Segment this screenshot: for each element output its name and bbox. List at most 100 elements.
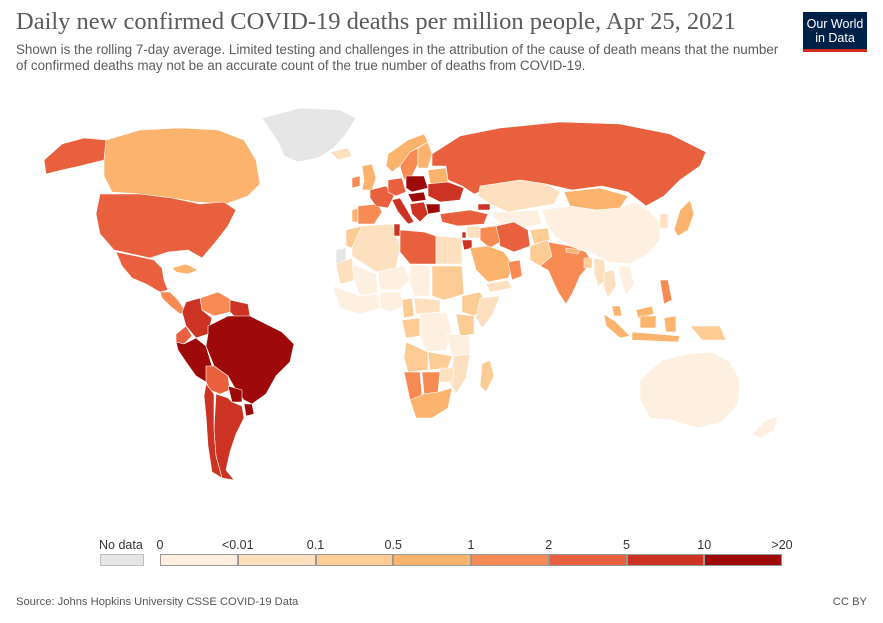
region-italy[interactable]: [391, 197, 415, 225]
region-india[interactable]: [539, 241, 593, 305]
legend-bin-2[interactable]: [237, 554, 316, 566]
region-new-zealand[interactable]: [751, 415, 779, 439]
source-note: Source: Johns Hopkins University CSSE CO…: [16, 596, 299, 608]
region-mali[interactable]: [351, 263, 379, 297]
legend-tick-label: 10: [697, 538, 712, 552]
region-angola[interactable]: [403, 341, 429, 373]
region-syria[interactable]: [465, 225, 481, 239]
region-kazakhstan[interactable]: [477, 179, 561, 213]
legend-bin-3[interactable]: [315, 554, 394, 566]
region-vietnam[interactable]: [617, 265, 635, 297]
region-australia[interactable]: [639, 351, 741, 429]
logo-line-2: in Data: [815, 31, 855, 45]
region-portugal[interactable]: [351, 207, 359, 223]
region-chad[interactable]: [409, 263, 431, 297]
region-russia[interactable]: [431, 121, 707, 207]
legend-tick-label: 0: [156, 538, 164, 552]
region-libya[interactable]: [399, 229, 437, 265]
region-ecuador[interactable]: [175, 325, 193, 345]
legend-no-data-label: No data: [99, 538, 143, 552]
region-saudi-arabia[interactable]: [469, 245, 515, 283]
region-lebanon[interactable]: [461, 231, 467, 239]
region-bulgaria[interactable]: [425, 203, 441, 215]
region-belarus[interactable]: [427, 167, 449, 185]
legend-bin-8[interactable]: [704, 554, 782, 566]
license-link[interactable]: CC BY: [832, 596, 867, 608]
region-united-states[interactable]: [95, 193, 237, 259]
region-zimbabwe[interactable]: [439, 367, 455, 383]
region-papua-new-guinea[interactable]: [689, 325, 727, 341]
region-iceland[interactable]: [329, 147, 353, 161]
region-yemen[interactable]: [485, 279, 513, 293]
region-turkey[interactable]: [439, 209, 489, 227]
legend-no-data-swatch: [100, 554, 144, 566]
region-guyana[interactable]: [229, 299, 251, 319]
region-mexico[interactable]: [115, 251, 169, 293]
region-uruguay[interactable]: [243, 403, 255, 417]
legend-tick-label: 1: [467, 538, 475, 552]
region-south-africa[interactable]: [409, 387, 453, 419]
region-brazil[interactable]: [205, 315, 295, 405]
region-canada[interactable]: [103, 127, 261, 205]
region-dr-congo[interactable]: [419, 311, 453, 353]
region-thailand[interactable]: [603, 269, 617, 299]
region-bolivia[interactable]: [205, 365, 231, 395]
region-cuba[interactable]: [171, 263, 199, 275]
region-kenya[interactable]: [455, 313, 475, 337]
region-alaska[interactable]: [43, 137, 113, 175]
region-egypt[interactable]: [435, 235, 463, 265]
region-nepal[interactable]: [565, 247, 581, 255]
region-indonesia[interactable]: [603, 313, 681, 343]
region-paraguay[interactable]: [227, 385, 243, 403]
owid-logo[interactable]: Our World in Data: [803, 12, 867, 52]
region-oman[interactable]: [507, 259, 523, 281]
region-iraq[interactable]: [479, 225, 501, 249]
region-korea[interactable]: [659, 213, 669, 229]
region-central-african-republic[interactable]: [413, 297, 441, 315]
region-poland[interactable]: [405, 175, 429, 193]
region-myanmar[interactable]: [593, 257, 607, 287]
region-sudan[interactable]: [431, 265, 465, 301]
region-zambia[interactable]: [427, 351, 453, 371]
chart-title: Daily new confirmed COVID-19 deaths per …: [16, 8, 736, 35]
region-central-america[interactable]: [159, 291, 187, 315]
region-finland[interactable]: [417, 141, 433, 169]
region-cameroon[interactable]: [401, 297, 415, 319]
legend-bin-1[interactable]: [160, 554, 238, 566]
region-chile[interactable]: [203, 383, 223, 479]
legend-tick-label: 0.1: [306, 538, 325, 552]
logo-line-1: Our World: [806, 17, 864, 31]
region-ukraine[interactable]: [427, 181, 465, 203]
region-hungary[interactable]: [407, 191, 427, 203]
region-bangladesh[interactable]: [583, 257, 593, 269]
legend-bin-5[interactable]: [471, 554, 549, 566]
region-nigeria[interactable]: [379, 291, 405, 313]
legend-tick-label: 0.5: [384, 538, 402, 552]
region-georgia[interactable]: [477, 203, 491, 211]
legend-tick-label: <0.01: [221, 538, 254, 552]
region-madagascar[interactable]: [479, 359, 495, 393]
region-ireland[interactable]: [351, 175, 361, 189]
region-philippines[interactable]: [659, 279, 673, 305]
color-legend: No data 0 <0.01 0.1 0.5 1 2 5 10 >20: [0, 532, 883, 572]
legend-bin-7[interactable]: [626, 554, 705, 566]
region-niger[interactable]: [377, 265, 411, 291]
region-malaysia[interactable]: [611, 305, 655, 319]
legend-bin-4[interactable]: [393, 554, 471, 566]
region-balkans[interactable]: [409, 201, 429, 223]
region-somalia[interactable]: [475, 295, 501, 329]
region-greenland[interactable]: [261, 107, 357, 163]
region-afghanistan[interactable]: [529, 227, 551, 245]
region-botswana[interactable]: [421, 371, 441, 395]
region-spain[interactable]: [357, 203, 383, 225]
region-central-asia[interactable]: [489, 209, 543, 229]
region-japan[interactable]: [673, 199, 695, 237]
region-tunisia[interactable]: [393, 223, 401, 237]
region-china[interactable]: [541, 201, 661, 265]
region-united-kingdom[interactable]: [361, 163, 377, 191]
region-gabon-congo[interactable]: [401, 317, 421, 339]
legend-tick-label: >20: [771, 538, 793, 552]
region-tanzania[interactable]: [445, 333, 471, 357]
region-germany[interactable]: [387, 177, 407, 197]
legend-bin-6[interactable]: [548, 554, 627, 566]
